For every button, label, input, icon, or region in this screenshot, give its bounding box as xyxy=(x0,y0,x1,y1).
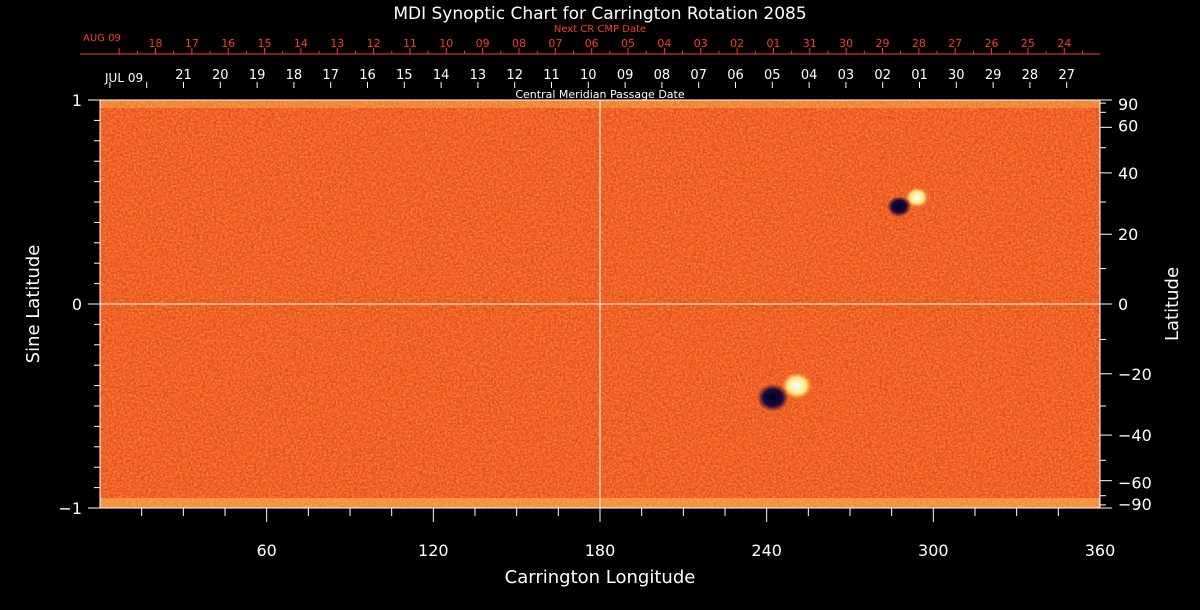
cmp-day-label: 05 xyxy=(764,68,781,83)
y-left-tick-label: 1 xyxy=(72,91,82,110)
y-right-tick-label: 40 xyxy=(1118,164,1138,183)
cmp-day-label: 28 xyxy=(1022,68,1039,83)
next-cr-day-label: 05 xyxy=(621,37,635,50)
next-cr-day-label: 02 xyxy=(730,37,744,50)
y-right-tick-label: −60 xyxy=(1118,474,1152,493)
y-left-tick-label: 0 xyxy=(72,295,82,314)
cmp-date-axis: 21 20 19 18 17 16 15 14 13 12 11 10 09 08 07 06 05 04 03 02… xyxy=(109,68,1075,88)
x-tick-label: 240 xyxy=(751,541,782,560)
negative-polarity xyxy=(756,383,789,412)
next-cr-day-label: 28 xyxy=(912,37,926,50)
next-cr-day-label: 07 xyxy=(548,37,562,50)
cmp-day-label: 09 xyxy=(617,68,634,83)
cmp-day-label: 12 xyxy=(506,68,523,83)
next-cr-axis-title: Next CR CMP Date xyxy=(554,24,646,35)
next-cr-day-label: 13 xyxy=(330,37,344,50)
y-right-tick-label: −20 xyxy=(1118,365,1152,384)
cmp-day-label: 19 xyxy=(249,68,266,83)
y-right-tick-label: 0 xyxy=(1118,295,1128,314)
cmp-day-label: 04 xyxy=(801,68,818,83)
cmp-day-label: 10 xyxy=(580,68,597,83)
chart-title: MDI Synoptic Chart for Carrington Rotati… xyxy=(393,4,806,24)
y-axis-label-left: Sine Latitude xyxy=(23,245,44,364)
cmp-day-label: 15 xyxy=(396,68,413,83)
next-cr-day-label: 14 xyxy=(294,37,308,50)
y-right-tick-label: 20 xyxy=(1118,225,1138,244)
y-right-tick-label: −40 xyxy=(1118,426,1152,445)
next-cr-day-label: 06 xyxy=(585,37,599,50)
next-cr-day-label: 26 xyxy=(985,37,999,50)
cmp-day-label: 02 xyxy=(874,68,891,83)
axes: 60 120 180 240 300 360 −1 0 1 −90 −60 −40 −20 0 20 40 60… xyxy=(58,91,1151,560)
y-right-tick-label: 60 xyxy=(1118,116,1138,135)
next-cr-day-label: 25 xyxy=(1021,37,1035,50)
y-left-tick-label: −1 xyxy=(58,499,82,518)
x-tick-label: 60 xyxy=(256,541,276,560)
cmp-day-label: 14 xyxy=(433,68,450,83)
cmp-day-label: 27 xyxy=(1058,68,1075,83)
cmp-day-label: 17 xyxy=(322,68,339,83)
y-right-tick-label: −90 xyxy=(1118,495,1152,514)
y-right-tick-label: 90 xyxy=(1118,95,1138,114)
cmp-day-label: 30 xyxy=(948,68,965,83)
next-cr-day-label: 08 xyxy=(512,37,526,50)
next-cr-day-label: 18 xyxy=(149,37,163,50)
next-cr-day-label: 11 xyxy=(403,37,417,50)
x-tick-label: 300 xyxy=(918,541,949,560)
next-cr-day-label: 10 xyxy=(439,37,453,50)
cmp-day-label: 08 xyxy=(654,68,671,83)
cmp-day-label: 03 xyxy=(838,68,855,83)
x-tick-label: 360 xyxy=(1085,541,1116,560)
x-tick-label: 120 xyxy=(418,541,449,560)
next-cr-day-label: 09 xyxy=(476,37,490,50)
next-cr-month-label: AUG 09 xyxy=(83,33,121,44)
next-cr-cmp-date-axis: 18 17 16 15 14 13 12 11 10 09 08 07 06 05 04 03 02 01 31 30… xyxy=(80,37,1100,55)
cmp-day-label: 07 xyxy=(690,68,707,83)
next-cr-day-label: 04 xyxy=(657,37,671,50)
gridlines xyxy=(100,100,1100,508)
next-cr-day-label: 12 xyxy=(367,37,381,50)
cmp-day-label: 16 xyxy=(359,68,376,83)
next-cr-day-label: 17 xyxy=(185,37,199,50)
active-region-2 xyxy=(887,187,930,217)
cmp-day-label: 20 xyxy=(212,68,229,83)
negative-polarity xyxy=(887,196,912,217)
active-regions xyxy=(756,187,930,412)
cmp-day-label: 18 xyxy=(286,68,303,83)
cmp-day-label: 11 xyxy=(543,68,560,83)
cmp-day-label: 06 xyxy=(727,68,744,83)
next-cr-day-label: 16 xyxy=(221,37,235,50)
cmp-day-label: 13 xyxy=(470,68,487,83)
x-axis-label: Carrington Longitude xyxy=(505,567,696,588)
x-tick-label: 180 xyxy=(585,541,616,560)
y-axis-label-right: Latitude xyxy=(1162,267,1183,341)
next-cr-day-label: 01 xyxy=(766,37,780,50)
active-region-1 xyxy=(756,371,813,412)
next-cr-day-label: 31 xyxy=(803,37,817,50)
cmp-day-label: 01 xyxy=(911,68,928,83)
next-cr-day-label: 24 xyxy=(1057,37,1071,50)
cmp-day-label: 21 xyxy=(175,68,192,83)
positive-polarity xyxy=(780,371,813,400)
next-cr-day-label: 27 xyxy=(948,37,962,50)
positive-polarity xyxy=(905,187,930,208)
next-cr-day-label: 15 xyxy=(258,37,272,50)
next-cr-day-label: 03 xyxy=(694,37,708,50)
cmp-day-label: 29 xyxy=(985,68,1002,83)
next-cr-day-label: 30 xyxy=(839,37,853,50)
cmp-axis-title: Central Meridian Passage Date xyxy=(515,88,684,101)
next-cr-day-label: 29 xyxy=(876,37,890,50)
cmp-month-label: JUL 09 xyxy=(104,71,143,85)
